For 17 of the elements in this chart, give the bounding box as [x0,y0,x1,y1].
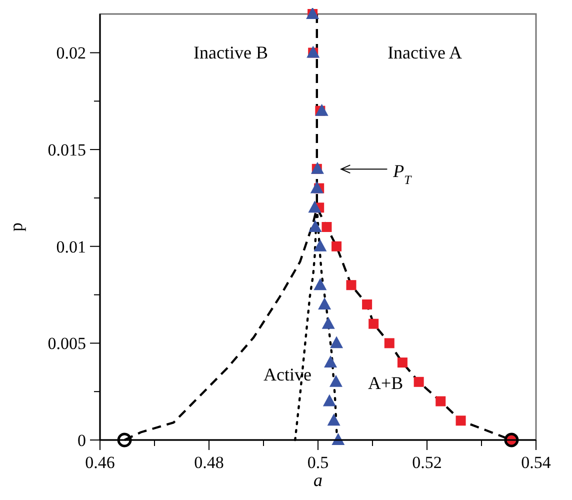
annotation: Active [263,364,312,384]
x-axis-title: a [314,470,322,490]
y-tick-label: 0.015 [48,140,86,160]
annotation: P$_{T}$ [392,161,412,188]
y-tick-label: 0 [78,430,86,450]
annotation: Inactive A [388,42,462,63]
x-tick-label: 0.52 [412,453,442,472]
y-tick-label: 0.01 [56,237,86,256]
y-tick-label: 0.005 [48,334,86,354]
annotation: A+B [368,372,404,393]
y-axis-title: p [6,222,26,232]
x-tick-label: 0.48 [194,453,224,472]
x-tick-label: 0.5 [307,453,329,472]
x-tick-label: 0.46 [85,453,115,472]
x-tick-label: 0.54 [521,453,552,472]
y-tick-label: 0.02 [56,44,86,63]
annotation: Inactive B [194,42,268,63]
